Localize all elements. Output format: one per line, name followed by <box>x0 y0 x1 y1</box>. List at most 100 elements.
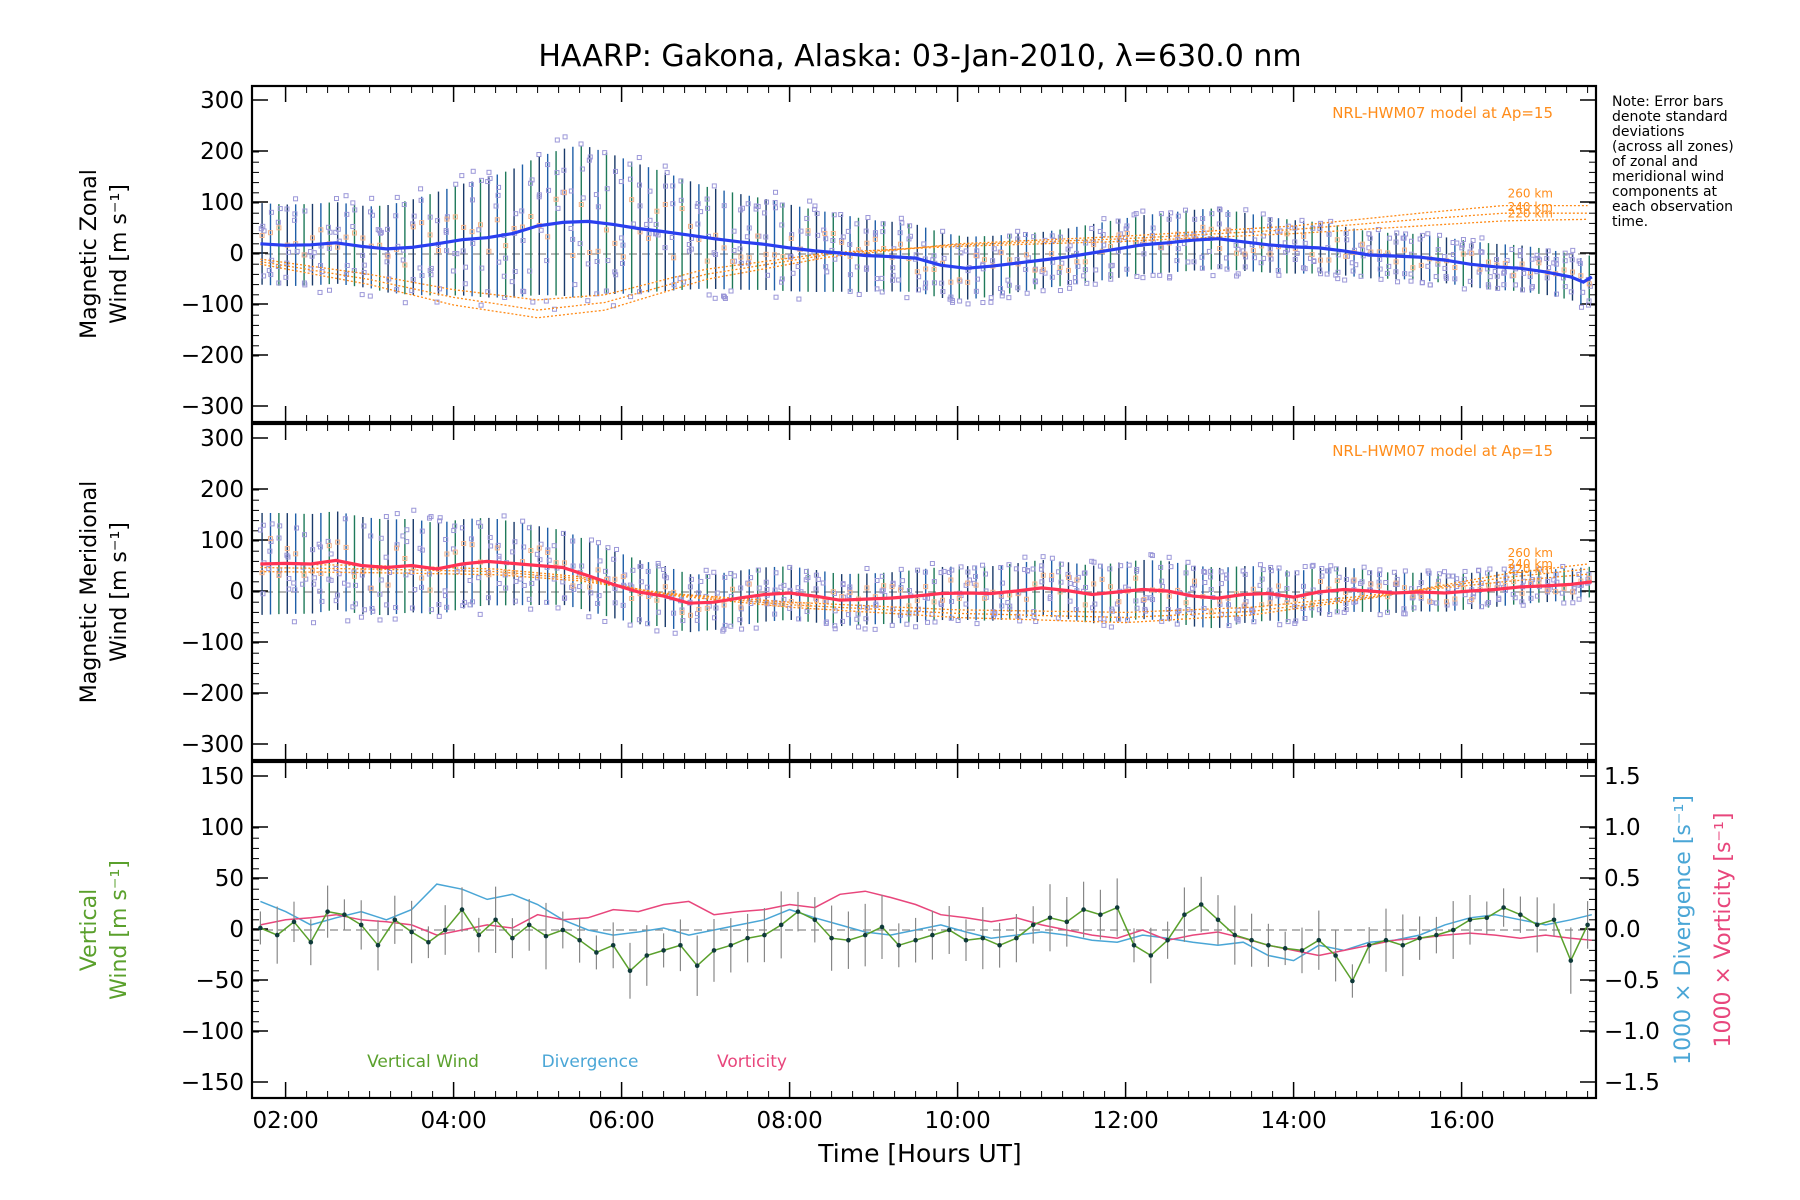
zone-wind-point <box>653 221 659 227</box>
zone-wind-point <box>1529 284 1535 290</box>
vertical-wind-point <box>392 917 398 923</box>
zone-wind-point <box>544 258 550 264</box>
zone-wind-point <box>1335 276 1341 282</box>
zone-wind-point <box>1461 576 1467 582</box>
zone-wind-point <box>469 542 475 548</box>
zone-wind-point <box>1394 230 1400 236</box>
zone-wind-point <box>1191 259 1197 265</box>
zone-wind-point <box>1049 251 1055 257</box>
vertical-wind-point <box>594 950 599 955</box>
zone-wind-point <box>612 600 618 606</box>
zone-wind-point <box>803 577 809 583</box>
zone-wind-point <box>1445 573 1451 579</box>
zone-wind-point <box>678 178 684 184</box>
zone-wind-point <box>1309 563 1315 569</box>
zone-wind-point <box>613 272 619 278</box>
zone-wind-point <box>949 298 955 304</box>
zone-wind-point <box>688 576 694 582</box>
zone-wind-point <box>862 626 868 632</box>
y-axis-label-line: Wind [m s⁻¹] <box>107 860 132 1000</box>
zone-wind-point <box>627 161 633 167</box>
zone-wind-point <box>536 152 542 158</box>
zone-wind-point <box>847 589 853 595</box>
zone-wind-point <box>1509 564 1515 570</box>
zone-wind-point <box>1501 269 1507 275</box>
vertical-wind-point <box>308 939 314 945</box>
zone-wind-point <box>1082 259 1088 265</box>
zone-wind-point <box>1243 599 1249 605</box>
zone-wind-point <box>721 293 727 299</box>
zone-wind-point <box>1293 618 1299 624</box>
x-tick-label: 16:00 <box>1428 1108 1494 1134</box>
zone-wind-point <box>452 523 458 529</box>
zone-wind-point <box>880 221 886 227</box>
zone-wind-point <box>1411 605 1417 611</box>
zone-wind-point <box>671 255 677 261</box>
zone-wind-point <box>755 233 761 239</box>
zone-wind-point <box>496 553 502 559</box>
vertical-wind-point <box>1014 935 1019 941</box>
zone-wind-point <box>1460 237 1466 243</box>
zone-wind-point <box>1521 270 1527 276</box>
zone-wind-point <box>1268 256 1274 262</box>
x-axis-label: Time [Hours UT] <box>817 1139 1021 1168</box>
zone-wind-point <box>1107 566 1113 572</box>
zone-wind-point <box>907 223 913 229</box>
zone-wind-point <box>637 203 643 209</box>
zone-wind-point <box>494 545 500 551</box>
zone-wind-point <box>1257 562 1263 568</box>
zone-wind-point <box>904 295 910 301</box>
y-tick-label: −100 <box>181 1019 244 1045</box>
zone-wind-point <box>1150 597 1156 603</box>
zone-wind-point <box>1275 583 1281 589</box>
zone-wind-point <box>1459 242 1465 248</box>
zone-wind-point <box>764 586 770 592</box>
zone-wind-point <box>461 224 467 230</box>
zone-wind-point <box>1517 253 1523 259</box>
model-curve <box>260 566 1588 619</box>
x-tick-label: 12:00 <box>1092 1108 1158 1134</box>
zone-wind-point <box>1344 237 1350 243</box>
zone-wind-point <box>485 289 491 295</box>
note-line: Note: Error bars <box>1612 94 1723 110</box>
zone-wind-point <box>1005 277 1011 283</box>
zone-wind-point <box>427 232 433 238</box>
zone-wind-point <box>1206 248 1212 254</box>
zone-wind-point <box>443 536 449 542</box>
zone-wind-point <box>345 582 351 588</box>
zone-wind-point <box>269 521 275 527</box>
zone-wind-point <box>1235 616 1241 622</box>
vertical-wind-point <box>1383 937 1389 943</box>
zone-wind-point <box>460 603 466 609</box>
zone-wind-point <box>1033 619 1039 625</box>
zone-wind-point <box>906 236 912 242</box>
zone-wind-point <box>378 577 384 583</box>
zone-wind-point <box>1562 250 1568 256</box>
zone-wind-point <box>980 562 986 568</box>
zone-wind-point <box>864 240 870 246</box>
zone-wind-point <box>1494 273 1500 279</box>
zone-wind-point <box>1140 598 1146 604</box>
zone-wind-point <box>763 579 769 585</box>
zone-wind-point <box>1267 223 1273 229</box>
zone-wind-point <box>344 211 350 217</box>
legend-entry: Vorticity <box>717 1052 787 1072</box>
zone-wind-point <box>386 276 392 282</box>
zone-wind-point <box>645 568 651 574</box>
zone-wind-point <box>579 563 585 569</box>
zone-wind-point <box>687 612 693 618</box>
zone-wind-point <box>418 197 424 203</box>
zone-wind-point <box>1568 253 1574 259</box>
zone-wind-point <box>368 585 374 591</box>
zone-wind-point <box>594 258 600 264</box>
zone-wind-point <box>1467 278 1473 284</box>
vertical-wind-point <box>913 937 918 943</box>
zone-wind-point <box>655 560 661 566</box>
zone-wind-point <box>512 598 518 604</box>
zone-wind-point <box>266 566 272 572</box>
legend-entry: Vertical Wind <box>367 1052 479 1072</box>
zone-wind-point <box>1401 585 1407 591</box>
zone-wind-point <box>436 613 442 619</box>
zone-wind-point <box>1267 246 1273 252</box>
zone-wind-point <box>554 137 560 143</box>
